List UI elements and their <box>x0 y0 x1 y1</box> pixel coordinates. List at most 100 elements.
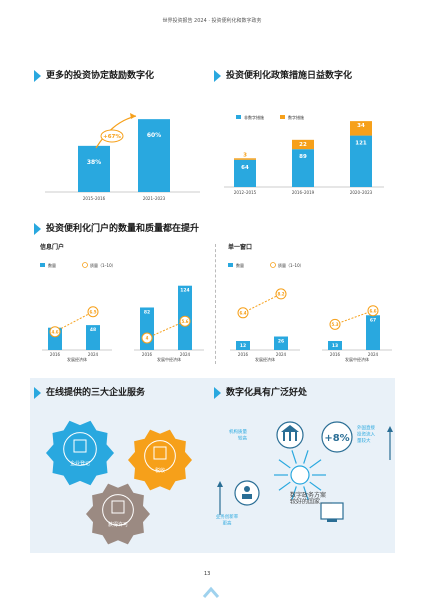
section-title-text: 更多的投资协定鼓励数字化 <box>46 71 155 81</box>
ray-line <box>278 459 291 469</box>
fdi-increase-value: +8% <box>324 433 349 444</box>
quality-value: 6.6 <box>369 308 376 313</box>
section-title-text: 数字化具有广泛好处 <box>226 388 308 398</box>
service-label: 企业登记 <box>70 460 90 467</box>
ray-line <box>291 450 297 464</box>
tick-label: 2024 <box>88 352 99 357</box>
bar <box>138 119 170 192</box>
bar <box>274 336 288 350</box>
chevron-up-icon <box>202 586 220 598</box>
chart-digital-agreements: 38% 2015–2016 60% 2021–2023 +67% <box>45 113 200 201</box>
bar-digital <box>350 121 372 136</box>
benefit-label-innovation: 业务创新率 <box>216 513 239 520</box>
chevron-icon <box>34 69 41 82</box>
person-head <box>244 486 250 492</box>
section-title-5: 数字化具有广泛好处 <box>214 385 307 399</box>
bar <box>78 145 110 192</box>
benefit-center-text: 数字政务方案 <box>290 491 326 499</box>
legend-label: 质量（1–10） <box>90 262 116 268</box>
quality-value: 6.4 <box>239 310 246 315</box>
divider <box>215 244 216 364</box>
pillar <box>283 432 285 441</box>
chart-info-portals: 信息门户数量质量（1–10）4320164820244.66.5发展经济体822… <box>40 243 204 362</box>
hub-circle <box>290 465 310 485</box>
computer-stand <box>327 519 337 522</box>
bar-value-label: 3 <box>243 152 247 158</box>
pillar <box>289 432 291 441</box>
section-title-text: 投资便利化政策措施日益数字化 <box>226 71 353 81</box>
subchart-title: 单一窗口 <box>228 243 252 251</box>
service-label: 获得许可 <box>108 521 128 528</box>
legend-circle <box>270 262 276 268</box>
ray-line <box>303 486 309 500</box>
quality-trend-line <box>242 293 282 314</box>
tick-label: 2016 <box>142 352 153 357</box>
quality-circle <box>49 326 61 338</box>
annotation-bubble <box>100 129 124 143</box>
legend-swatch <box>228 263 233 267</box>
group-label: 发展经济体 <box>255 356 275 362</box>
bar-non-digital <box>234 159 256 187</box>
quality-value: 6.5 <box>89 309 96 314</box>
legend-label: 数量 <box>48 262 56 268</box>
section-title-text: 投资便利化门户的数量和质量都在提升 <box>46 224 200 234</box>
tick-label: 2016 <box>238 352 249 357</box>
group-label: 发展经济体 <box>67 356 87 362</box>
page-number: 13 <box>204 571 211 577</box>
quality-circle <box>329 318 341 330</box>
arrowhead <box>217 481 223 487</box>
tick-label: 2024 <box>276 352 287 357</box>
percent-circle <box>321 421 353 453</box>
legend-swatch <box>280 115 285 119</box>
subchart-title: 信息门户 <box>40 243 64 251</box>
service-label: 税收 <box>155 467 165 474</box>
bar-value-label: 26 <box>278 339 284 345</box>
team-icon <box>234 480 260 506</box>
bar-digital <box>234 158 256 160</box>
legend-label: 非数字措施 <box>244 114 264 120</box>
tick-label: 2015–2016 <box>83 196 106 201</box>
gear-inner-ring <box>63 432 97 466</box>
benefit-label-innovation: 更高 <box>223 520 232 527</box>
gear-registration-icon <box>46 420 114 486</box>
bar-value-label: 67 <box>370 317 376 323</box>
section-title-text: 在线提供的三大企业服务 <box>46 388 146 398</box>
legend-circle <box>82 262 88 268</box>
quality-value: 4.6 <box>51 329 58 334</box>
benefit-label-fdi: 量较大 <box>357 437 371 444</box>
legend-label: 质量（1–10） <box>278 262 304 268</box>
legend-label: 数字措施 <box>288 114 304 120</box>
quality-value: 8.2 <box>277 292 284 297</box>
tick-label: 2016–2019 <box>292 190 315 195</box>
quality-value: 5.3 <box>331 322 338 327</box>
quality-circle <box>275 288 287 300</box>
group-label: 发展中经济体 <box>345 356 369 362</box>
person-body <box>242 494 252 499</box>
bar-value-label: 48 <box>90 327 96 333</box>
bar-non-digital <box>292 149 314 187</box>
tick-label: 2024 <box>368 352 379 357</box>
bar-value-label: 22 <box>299 142 307 148</box>
chevron-icon <box>214 69 221 82</box>
chevron-icon <box>34 222 41 235</box>
bar-value-label: 89 <box>299 154 307 160</box>
quality-value: 4 <box>146 336 149 341</box>
chevron-icon <box>214 386 221 399</box>
gear-tax-icon <box>128 429 192 491</box>
legend-swatch <box>40 263 45 267</box>
quality-circle <box>367 305 379 317</box>
section-title-4: 在线提供的三大企业服务 <box>34 385 145 399</box>
arrowhead <box>387 426 393 432</box>
tick-label: 2021–2023 <box>143 196 166 201</box>
benefit-label-institutions: 较高 <box>238 435 247 442</box>
legend-label: 数量 <box>236 262 244 268</box>
tick-label: 2016 <box>330 352 341 357</box>
tick-label: 2016 <box>50 352 61 357</box>
quality-circle <box>179 315 191 327</box>
benefit-center-text: 较好的国家…… <box>290 498 332 506</box>
quality-circle <box>237 307 249 319</box>
document-icon <box>153 446 167 460</box>
bar-value-label: 121 <box>355 141 367 147</box>
quality-circle <box>141 332 153 344</box>
chart-digital-measures: 非数字措施 数字措施 64 3 2012–2015 89 22 2016–2019 121 34 2… <box>224 114 384 195</box>
